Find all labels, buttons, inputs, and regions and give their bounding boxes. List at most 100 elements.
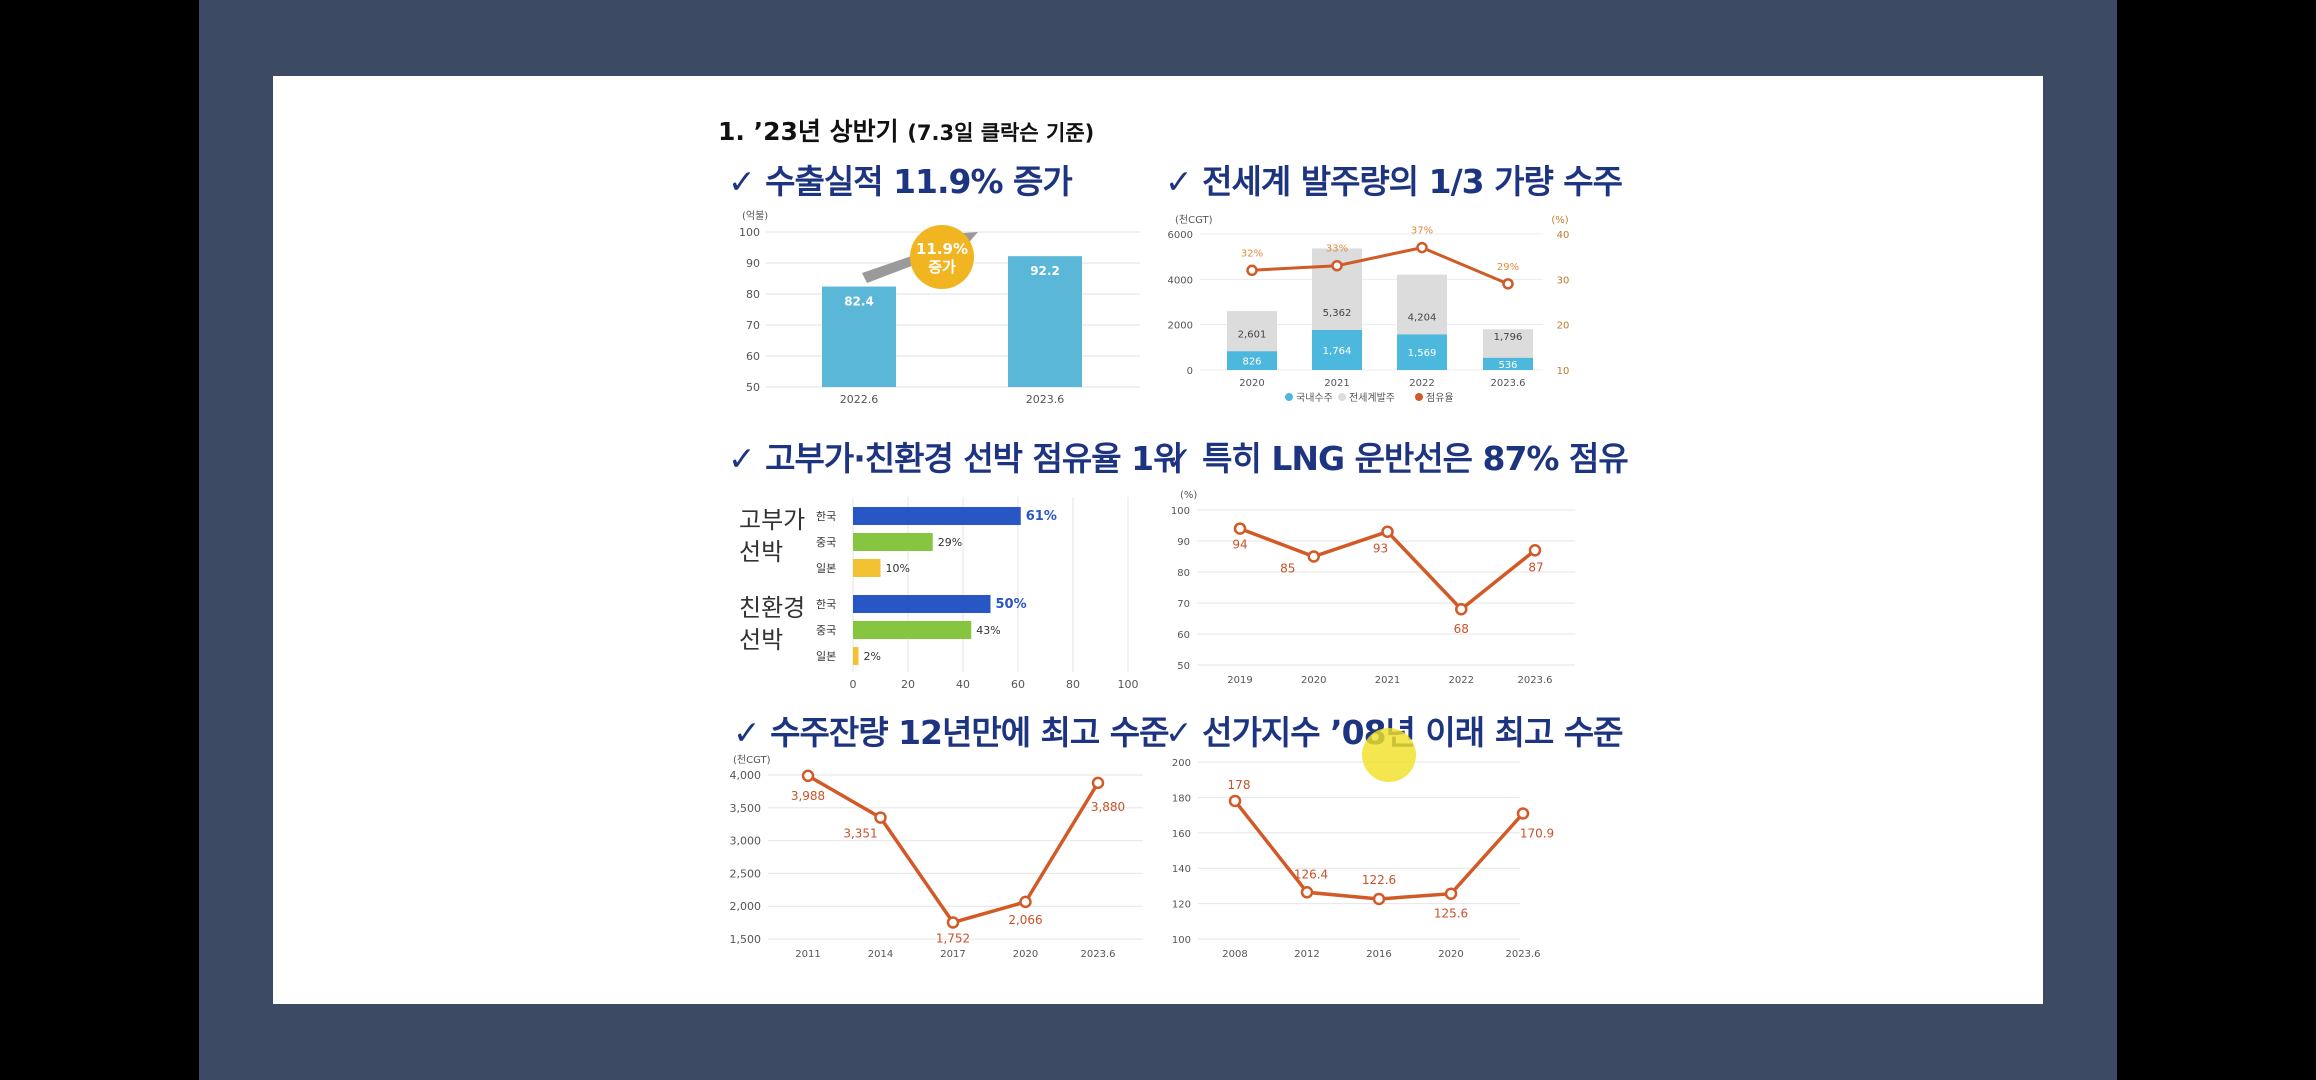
y-unit-label: (억불) [742,210,768,222]
slide-title-sub: (7.3일 클락슨 기준) [907,121,1095,145]
bar-domestic-orders [1312,330,1362,370]
hbar-value-label: 61% [1026,509,1057,524]
x-tick-label: 20 [901,678,915,691]
country-label: 일본 [816,649,836,663]
bar-world-label: 1,796 [1494,332,1523,343]
x-tick-label: 100 [1118,678,1139,691]
country-label: 중국 [816,624,836,637]
bar-domestic-label: 1,764 [1323,346,1352,357]
y-tick-label: 2,000 [730,900,762,913]
data-point [1381,525,1394,538]
share-point [1246,264,1258,277]
legend-marker [1285,393,1293,401]
country-label: 한국 [816,510,836,523]
x-tick-label: 2023.6 [1026,393,1065,406]
y-tick-label: 3,000 [730,835,762,848]
heading-export: ✓ 수출실적 11.9% 증가 [728,162,1073,201]
x-tick-label: 2022 [1409,378,1434,389]
data-point [1019,895,1032,909]
hbar-value-label: 2% [864,650,881,663]
data-point [1455,602,1468,616]
group-label: 선박 [739,538,783,566]
slide-title-main: 1. ’23년 상반기 [718,117,899,146]
heading-lng-share: ✓ 특히 LNG 운반선은 87% 점유 [1165,439,1629,478]
x-tick-label: 2020 [1438,949,1463,960]
y-tick-label: 200 [1172,758,1191,769]
x-tick-label: 2020 [1239,378,1264,389]
y-unit-label: (천CGT) [733,754,771,766]
bar-domestic-label: 536 [1498,360,1517,371]
hbar [853,647,859,665]
data-point [1528,544,1542,557]
x-tick-label: 2023.6 [1518,675,1553,686]
group-label: 친환경 [739,594,805,622]
y-tick-label: 160 [1172,829,1191,840]
x-tick-label: 2021 [1375,675,1400,686]
hbar [853,507,1021,525]
hbar-value-label: 50% [996,597,1027,612]
slide [273,76,2043,1004]
data-label: 170.9 [1520,827,1554,841]
x-tick-label: 40 [956,678,970,691]
y2-tick-label: 40 [1557,230,1570,241]
bar-domestic-label: 826 [1242,357,1261,368]
data-label: 3,351 [843,827,877,841]
share-line [1251,246,1509,286]
data-label: 1,752 [936,931,970,945]
y-tick-label: 4,000 [730,769,762,782]
share-value-label: 37% [1411,226,1433,237]
y-tick-label: 70 [1177,599,1190,610]
y-tick-label: 70 [746,319,760,332]
data-label: 126.4 [1294,867,1328,881]
bar-domestic-label: 1,569 [1408,348,1437,359]
y-tick-label: 2000 [1168,321,1193,332]
bar [822,286,896,387]
y-tick-label: 4000 [1168,275,1193,286]
orders-combo-chart: (천CGT) (%) 0 2000 4000 6000 10 20 30 40 826 2,601 20… [1168,214,1570,404]
share-value-label: 29% [1497,262,1519,273]
country-label: 중국 [816,536,836,549]
y-tick-label: 100 [739,226,760,239]
x-tick-label: 2008 [1222,949,1247,960]
x-tick-label: 2011 [795,949,820,960]
slide-title: 1. ’23년 상반기 (7.3일 클락슨 기준) [718,112,1094,148]
x-tick-label: 2022 [1449,675,1474,686]
group-label: 고부가 [739,506,805,534]
y-tick-label: 2,500 [730,867,762,880]
x-tick-label: 2020 [1013,949,1038,960]
heading-backlog: ✓ 수주잔량 12년만에 최고 수준 [733,713,1169,752]
bar-world-label: 4,204 [1408,312,1437,323]
data-point [1233,522,1247,535]
country-label: 일본 [816,561,836,575]
y-tick-label: 120 [1172,900,1191,911]
x-tick-label: 2019 [1227,675,1252,686]
data-label: 2,066 [1008,913,1042,927]
y-tick-label: 100 [1172,935,1191,946]
y-tick-label: 80 [746,288,760,301]
growth-badge-value: 11.9% [916,240,968,258]
x-tick-label: 2023.6 [1506,949,1541,960]
y-tick-label: 80 [1177,568,1190,579]
heading-market-share: ✓ 고부가·친환경 선박 점유율 1위 [728,439,1183,478]
x-tick-label: 2017 [940,949,965,960]
growth-badge [910,225,974,289]
y2-tick-label: 30 [1557,275,1570,286]
lng-share-line-chart: (%) 50 60 70 80 90 100 94 2019 85 2020 93 2021 68 2022… [1171,490,1575,686]
x-tick-label: 2020 [1301,675,1326,686]
bar-domestic-orders [1397,334,1447,370]
y-tick-label: 50 [1177,661,1190,672]
x-tick-label: 2016 [1366,949,1391,960]
bar-world-label: 2,601 [1238,329,1267,340]
x-tick-label: 80 [1066,678,1080,691]
share-point [1331,259,1343,272]
share-point [1416,241,1428,254]
hbar [853,595,991,613]
backlog-line-chart: (천CGT) 1,500 2,000 2,500 3,000 3,500 4,000 3,98… [730,754,1143,960]
data-point [946,916,960,929]
y-tick-label: 0 [1187,366,1193,377]
data-point [801,769,815,783]
legend-entry: 점유율 [1426,392,1454,404]
y-tick-label: 50 [746,381,760,394]
bar-value-label: 82.4 [844,295,874,309]
y-tick-label: 1,500 [730,933,762,946]
